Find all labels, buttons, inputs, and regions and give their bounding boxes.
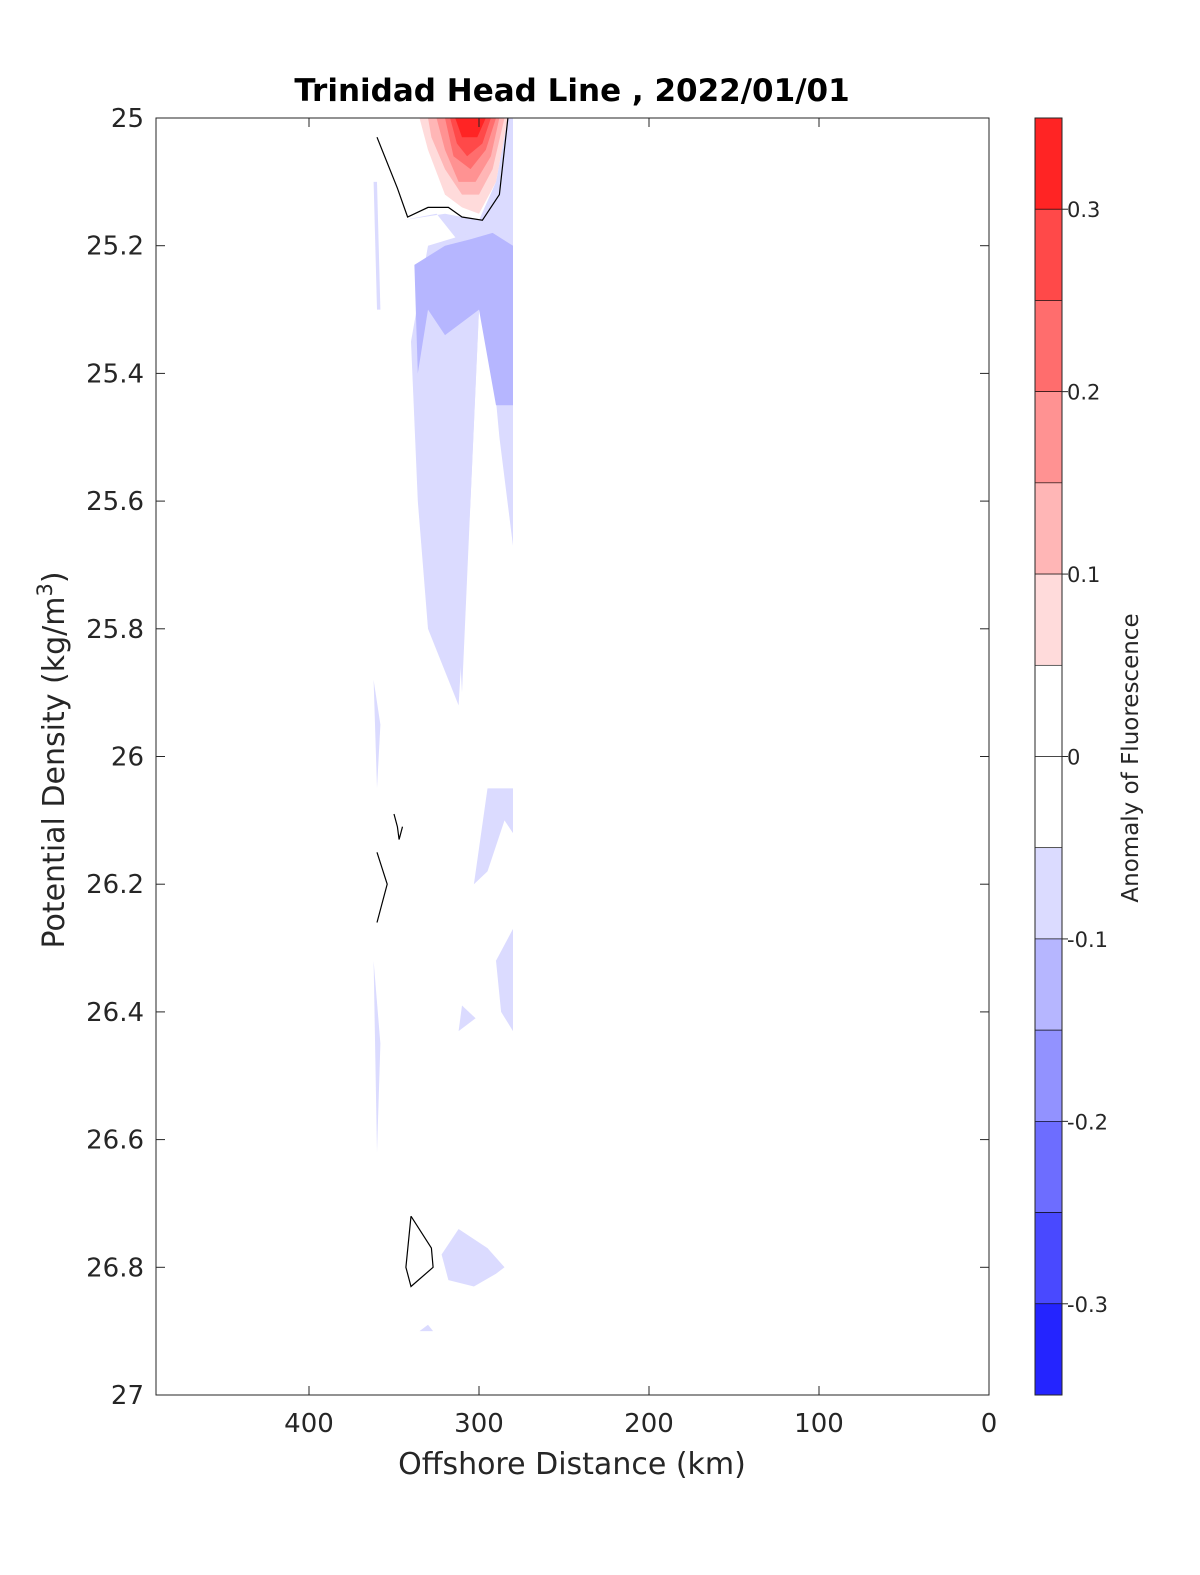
zero-contour-line-1 — [393, 813, 404, 840]
contour-region-8 — [458, 1005, 476, 1032]
colorbar-band-2 — [1034, 300, 1063, 392]
colorbar: 0.3 0.2 0.1 0 -0.1 -0.2 -0.3 Anomaly of Fluore… — [1034, 117, 1144, 1396]
x-tick-label-0: 400 — [284, 1409, 334, 1439]
x-tick-label-3: 100 — [794, 1409, 844, 1439]
contour-region-0 — [373, 181, 381, 310]
y-axis-label-close: ) — [37, 571, 72, 583]
y-tick-label-3: 25.6 — [86, 487, 144, 517]
contour-region-5 — [473, 788, 513, 885]
colorbar-band-11 — [1034, 1121, 1063, 1213]
colorbar-band-12 — [1034, 1212, 1063, 1305]
y-axis-label-sup: 3 — [33, 583, 57, 596]
colorbar-ticks: 0.3 0.2 0.1 0 -0.1 -0.2 -0.3 — [1062, 198, 1108, 1317]
y-axis-label-main: Potential Density (kg/m — [37, 597, 72, 949]
colorbar-band-4 — [1034, 482, 1063, 575]
y-tick-label-7: 26.4 — [86, 998, 144, 1028]
colorbar-label: Anomaly of Fluorescence — [1118, 613, 1144, 902]
contour-region-9 — [441, 1229, 505, 1287]
y-tick-label-6: 26.2 — [86, 870, 144, 900]
y-tick-label-2: 25.4 — [86, 359, 144, 389]
x-tick-label-4: 0 — [981, 1409, 998, 1439]
colorbar-tick-label-6: -0.3 — [1067, 1293, 1108, 1317]
y-tick-label-1: 25.2 — [86, 232, 144, 262]
colorbar-band-5 — [1034, 573, 1063, 666]
colorbar-tick-label-5: -0.2 — [1067, 1110, 1108, 1134]
colorbar-band-3 — [1034, 391, 1063, 484]
contour-region-4 — [373, 679, 381, 789]
y-tick-label-4: 25.8 — [86, 615, 144, 645]
y-tick-label-0: 25 — [111, 104, 144, 134]
contour-fill-layer — [373, 118, 513, 1332]
colorbar-tick-label-2: 0.1 — [1067, 563, 1100, 587]
contour-region-2 — [411, 232, 479, 706]
contour-region-3 — [414, 232, 513, 406]
colorbar-band-8 — [1034, 847, 1063, 940]
colorbar-band-13 — [1034, 1303, 1063, 1396]
zero-contour-line-3 — [405, 1215, 434, 1288]
y-tick-label-8: 26.6 — [86, 1126, 144, 1156]
zero-contour-line-0 — [376, 117, 509, 221]
colorbar-tick-label-0: 0.3 — [1067, 198, 1100, 222]
x-axis: 400 300 200 100 0 — [284, 118, 997, 1439]
contour-region-7 — [373, 960, 381, 1153]
contour-region-10 — [419, 1324, 434, 1332]
colorbar-band-9 — [1034, 938, 1063, 1031]
colorbar-tick-label-4: -0.1 — [1067, 928, 1108, 952]
x-tick-label-1: 300 — [454, 1409, 504, 1439]
colorbar-band-10 — [1034, 1029, 1063, 1122]
plot-background — [156, 118, 989, 1395]
y-axis: 25 25.2 25.4 25.6 25.8 26 26.2 26.4 26.6 26.8 27 — [86, 104, 989, 1411]
colorbar-tick-label-3: 0 — [1067, 746, 1080, 770]
y-tick-label-5: 26 — [111, 743, 144, 773]
zero-contour-layer — [376, 117, 509, 1288]
colorbar-tick-label-1: 0.2 — [1067, 381, 1100, 405]
colorbar-band-0 — [1034, 117, 1063, 210]
colorbar-band-6 — [1034, 664, 1063, 757]
plot-area: 400 300 200 100 0 25 25.2 25.4 25.6 25.8 26 26.2 26… — [86, 104, 997, 1439]
chart-title: Trinidad Head Line , 2022/01/01 — [294, 73, 849, 109]
contour-region-6 — [496, 928, 513, 1032]
zero-contour-line-2 — [376, 852, 388, 923]
colorbar-band-7 — [1034, 756, 1063, 849]
colorbar-bands — [1034, 117, 1063, 1396]
x-axis-label: Offshore Distance (km) — [398, 1447, 746, 1482]
y-axis-label: Potential Density (kg/m3) — [33, 571, 72, 948]
y-tick-label-10: 27 — [111, 1381, 144, 1411]
x-tick-label-2: 200 — [624, 1409, 674, 1439]
contour-region-16 — [455, 118, 486, 138]
colorbar-band-1 — [1034, 208, 1063, 301]
y-tick-label-9: 26.8 — [86, 1253, 144, 1283]
